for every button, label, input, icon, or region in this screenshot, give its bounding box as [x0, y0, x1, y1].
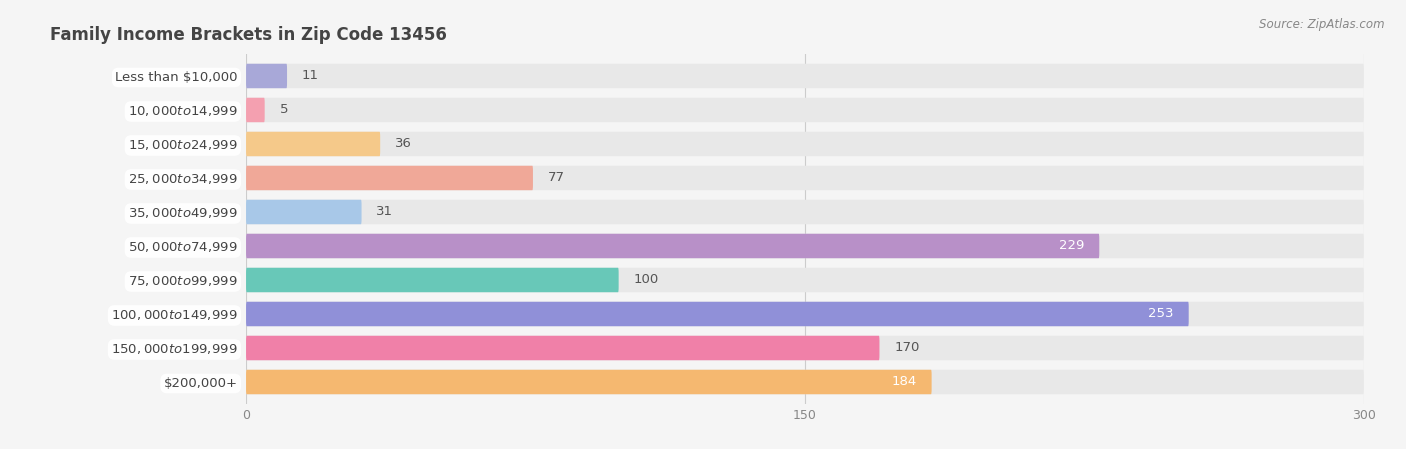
- Text: 253: 253: [1149, 308, 1174, 321]
- FancyBboxPatch shape: [246, 268, 1364, 292]
- Text: 229: 229: [1059, 239, 1084, 252]
- Text: Source: ZipAtlas.com: Source: ZipAtlas.com: [1260, 18, 1385, 31]
- FancyBboxPatch shape: [246, 302, 1364, 326]
- Text: 31: 31: [377, 206, 394, 219]
- Text: Family Income Brackets in Zip Code 13456: Family Income Brackets in Zip Code 13456: [51, 26, 447, 44]
- FancyBboxPatch shape: [246, 64, 1364, 88]
- FancyBboxPatch shape: [246, 336, 880, 360]
- FancyBboxPatch shape: [246, 370, 1364, 394]
- FancyBboxPatch shape: [246, 98, 264, 122]
- FancyBboxPatch shape: [246, 166, 1364, 190]
- FancyBboxPatch shape: [246, 98, 1364, 122]
- FancyBboxPatch shape: [246, 370, 932, 394]
- FancyBboxPatch shape: [246, 302, 1188, 326]
- FancyBboxPatch shape: [246, 234, 1364, 258]
- Text: 184: 184: [891, 375, 917, 388]
- FancyBboxPatch shape: [246, 234, 1099, 258]
- FancyBboxPatch shape: [246, 268, 619, 292]
- FancyBboxPatch shape: [246, 64, 287, 88]
- FancyBboxPatch shape: [246, 200, 1364, 224]
- FancyBboxPatch shape: [246, 336, 1364, 360]
- Text: 77: 77: [548, 172, 565, 185]
- FancyBboxPatch shape: [246, 132, 1364, 156]
- Text: 11: 11: [302, 70, 319, 83]
- Text: 100: 100: [634, 273, 659, 286]
- Text: 170: 170: [894, 342, 920, 355]
- FancyBboxPatch shape: [246, 200, 361, 224]
- Text: 5: 5: [280, 103, 288, 116]
- Text: 36: 36: [395, 137, 412, 150]
- FancyBboxPatch shape: [246, 166, 533, 190]
- FancyBboxPatch shape: [246, 132, 380, 156]
